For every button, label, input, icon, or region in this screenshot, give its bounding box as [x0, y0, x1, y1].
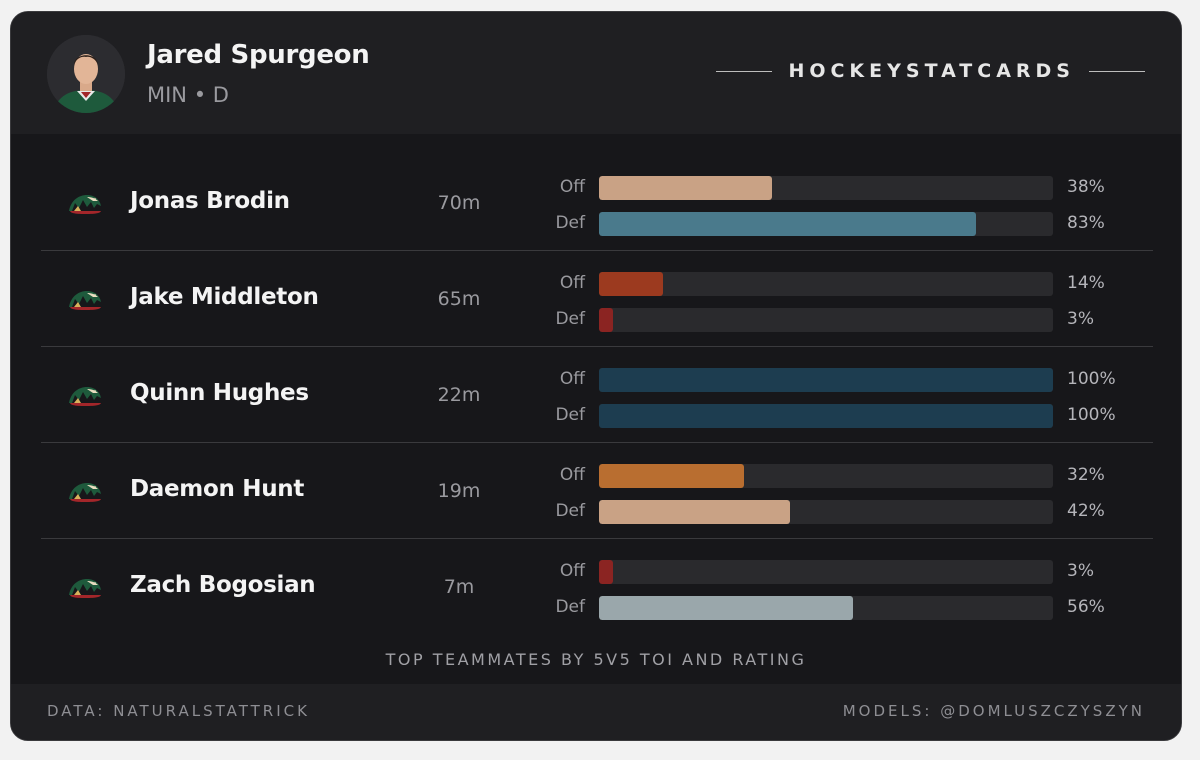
defense-bar-track — [599, 404, 1053, 428]
defense-rating: Def 56% — [541, 596, 1161, 620]
teammate-toi: 22m — [437, 384, 481, 406]
defense-label: Def — [555, 309, 585, 329]
offense-rating: Off 3% — [541, 560, 1161, 584]
defense-bar-track — [599, 596, 1053, 620]
teammate-row: Jonas Brodin 70m Off 38% Def 83% — [41, 155, 1153, 251]
offense-bar-fill — [599, 368, 1053, 392]
defense-percent: 3% — [1067, 309, 1094, 329]
defense-bar-fill — [599, 404, 1053, 428]
teammate-row: Zach Bogosian 7m Off 3% Def 56% — [41, 539, 1153, 634]
player-name: Jared Spurgeon — [147, 40, 370, 70]
stat-card: Jared Spurgeon MIN • D HOCKEYSTATCARDS J… — [10, 11, 1182, 741]
defense-rating: Def 42% — [541, 500, 1161, 524]
offense-percent: 14% — [1067, 273, 1105, 293]
offense-rating: Off 14% — [541, 272, 1161, 296]
defense-percent: 100% — [1067, 405, 1116, 425]
offense-percent: 38% — [1067, 177, 1105, 197]
teammate-name: Jake Middleton — [130, 284, 319, 310]
teammate-name: Daemon Hunt — [130, 476, 305, 502]
teammate-toi: 65m — [437, 288, 481, 310]
offense-label: Off — [559, 273, 585, 293]
offense-bar-fill — [599, 176, 772, 200]
minnesota-wild-logo-icon — [67, 384, 103, 408]
offense-bar-track — [599, 368, 1053, 392]
teammate-toi: 19m — [437, 480, 481, 502]
offense-bar-fill — [599, 560, 613, 584]
offense-percent: 3% — [1067, 561, 1094, 581]
offense-label: Off — [559, 369, 585, 389]
teammate-row: Quinn Hughes 22m Off 100% Def 100% — [41, 347, 1153, 443]
offense-bar-track — [599, 464, 1053, 488]
offense-bar-fill — [599, 272, 663, 296]
teammate-toi: 70m — [437, 192, 481, 214]
player-avatar — [47, 35, 125, 113]
offense-bar-fill — [599, 464, 745, 488]
offense-rating: Off 38% — [541, 176, 1161, 200]
teammate-name: Zach Bogosian — [130, 572, 316, 598]
defense-bar-fill — [599, 308, 613, 332]
minnesota-wild-logo-icon — [67, 192, 103, 216]
defense-bar-fill — [599, 596, 854, 620]
defense-rating: Def 100% — [541, 404, 1161, 428]
defense-percent: 83% — [1067, 213, 1105, 233]
offense-percent: 100% — [1067, 369, 1116, 389]
offense-rating: Off 100% — [541, 368, 1161, 392]
card-footer: DATA: NATURALSTATTRICK MODELS: @DOMLUSZC… — [11, 684, 1181, 740]
defense-label: Def — [555, 597, 585, 617]
defense-bar-fill — [599, 500, 790, 524]
defense-label: Def — [555, 501, 585, 521]
teammate-row: Jake Middleton 65m Off 14% Def 3% — [41, 251, 1153, 347]
offense-label: Off — [559, 177, 585, 197]
defense-label: Def — [555, 405, 585, 425]
offense-percent: 32% — [1067, 465, 1105, 485]
defense-percent: 56% — [1067, 597, 1105, 617]
offense-bar-track — [599, 176, 1053, 200]
defense-rating: Def 83% — [541, 212, 1161, 236]
minnesota-wild-logo-icon — [67, 480, 103, 504]
brand-logo: HOCKEYSTATCARDS — [716, 60, 1145, 82]
models-credit: MODELS: @DOMLUSZCZYSZYN — [842, 702, 1145, 720]
brand-divider-right — [1089, 70, 1145, 72]
teammate-name: Quinn Hughes — [130, 380, 309, 406]
card-caption: TOP TEAMMATES BY 5V5 TOI AND RATING — [385, 650, 807, 669]
offense-label: Off — [559, 561, 585, 581]
player-headshot-icon — [47, 35, 125, 113]
teammates-list: Jonas Brodin 70m Off 38% Def 83% — [41, 155, 1153, 634]
defense-bar-track — [599, 212, 1053, 236]
brand-name: HOCKEYSTATCARDS — [788, 60, 1075, 82]
defense-percent: 42% — [1067, 501, 1105, 521]
data-source-credit: DATA: NATURALSTATTRICK — [47, 702, 310, 720]
player-team-position: MIN • D — [147, 83, 229, 107]
card-header: Jared Spurgeon MIN • D HOCKEYSTATCARDS — [11, 12, 1181, 134]
teammate-name: Jonas Brodin — [130, 188, 290, 214]
minnesota-wild-logo-icon — [67, 288, 103, 312]
brand-divider-left — [716, 70, 773, 72]
defense-bar-track — [599, 308, 1053, 332]
offense-label: Off — [559, 465, 585, 485]
defense-bar-track — [599, 500, 1053, 524]
defense-label: Def — [555, 213, 585, 233]
teammate-toi: 7m — [443, 576, 475, 598]
minnesota-wild-logo-icon — [67, 576, 103, 600]
offense-bar-track — [599, 272, 1053, 296]
offense-bar-track — [599, 560, 1053, 584]
offense-rating: Off 32% — [541, 464, 1161, 488]
defense-bar-fill — [599, 212, 976, 236]
teammate-row: Daemon Hunt 19m Off 32% Def 42% — [41, 443, 1153, 539]
defense-rating: Def 3% — [541, 308, 1161, 332]
